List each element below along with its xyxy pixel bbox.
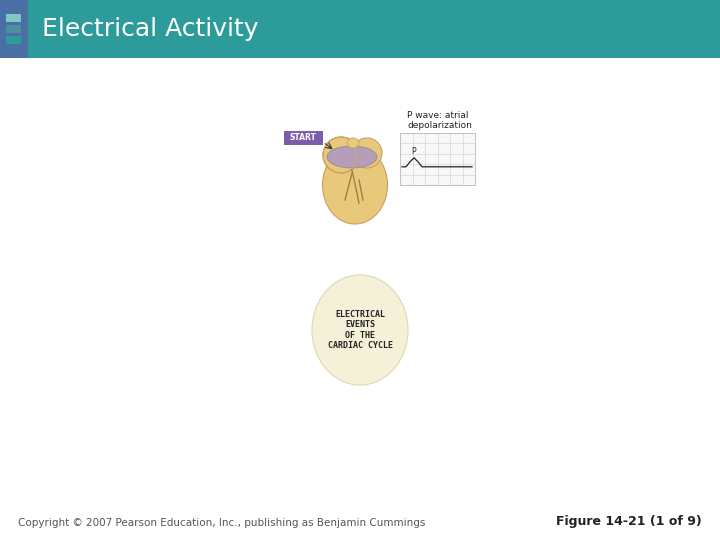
Text: Electrical Activity: Electrical Activity	[42, 17, 258, 41]
Text: Copyright © 2007 Pearson Education, Inc., publishing as Benjamin Cummings: Copyright © 2007 Pearson Education, Inc.…	[18, 518, 426, 528]
Text: ELECTRICAL
EVENTS
OF THE
CARDIAC CYCLE: ELECTRICAL EVENTS OF THE CARDIAC CYCLE	[328, 310, 392, 350]
Circle shape	[352, 138, 382, 168]
Text: START: START	[289, 133, 316, 143]
Ellipse shape	[312, 275, 408, 385]
Bar	[0, 0, 28, 58]
Bar	[6, 25, 21, 33]
Bar	[6, 36, 21, 44]
Ellipse shape	[323, 146, 387, 224]
Text: P wave: atrial
depolarization: P wave: atrial depolarization	[407, 111, 472, 130]
Ellipse shape	[347, 138, 359, 148]
FancyBboxPatch shape	[284, 131, 323, 145]
Bar	[0, 0, 720, 58]
Bar	[6, 14, 21, 22]
Circle shape	[323, 137, 359, 173]
Text: Figure 14-21 (1 of 9): Figure 14-21 (1 of 9)	[557, 515, 702, 528]
Bar	[400, 133, 475, 185]
Ellipse shape	[327, 146, 377, 168]
Text: P: P	[412, 147, 416, 156]
